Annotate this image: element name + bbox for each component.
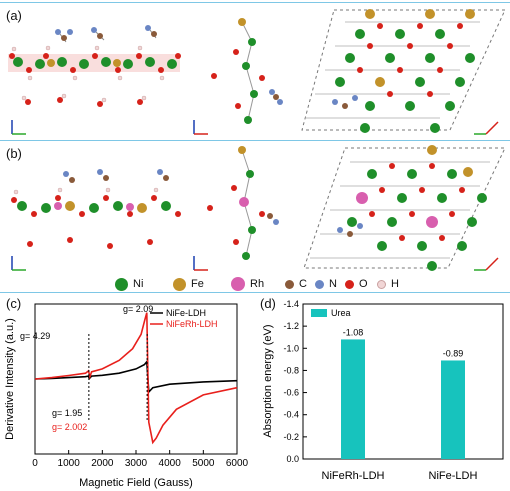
x-tick-label: 0 [32, 458, 38, 469]
axis-glyph-b2 [193, 256, 208, 271]
ldh-slab-b-edge [207, 146, 279, 260]
legend-swatch-urea [311, 309, 327, 317]
category-label: NiFeRh-LDH [322, 470, 385, 482]
category-label: NiFe-LDH [429, 470, 478, 482]
bar-value-label: -0.89 [443, 348, 464, 358]
g-value-annotation: g= 2.09 [123, 304, 153, 314]
y-tick-label: -1.0 [283, 343, 299, 353]
x-tick-label: 6000 [226, 458, 249, 469]
chart-legend: Urea [311, 308, 351, 318]
bar [341, 339, 365, 459]
lower-divider [0, 292, 510, 293]
bar [441, 360, 465, 459]
ldh-top-view-a [301, 9, 506, 133]
axis-glyph-a3 [474, 121, 499, 135]
atom-c-swatch [285, 279, 294, 289]
x-tick-label: 2000 [91, 458, 114, 469]
ldh-slab-a-edge [211, 18, 283, 124]
panel-label-b: (b) [6, 146, 22, 161]
atom-legend: Ni Fe Rh C N O H [105, 275, 505, 293]
structure-b-side-view [11, 145, 506, 271]
x-tick-label: 4000 [159, 458, 182, 469]
bar-value-label: -1.08 [343, 327, 364, 337]
g-value-annotation: g= 1.95 [52, 408, 82, 418]
g-value-annotation: g= 4.29 [20, 331, 50, 341]
y-axis-label: Derivative Intensity (a.u.) [4, 318, 16, 440]
plot-frame [302, 303, 504, 460]
atom-legend-label: Fe [191, 278, 204, 290]
y-tick-label: -1.2 [283, 321, 299, 331]
atom-legend-label: Ni [133, 278, 144, 290]
epr-chart: 0 1000 2000 3000 4000 5000 6000 g= 4.29 g= 2.09… [4, 303, 249, 489]
y-axis-label: Absorption energy (eV) [262, 324, 274, 437]
legend-label-urea: Urea [331, 308, 351, 318]
ldh-slab-a [8, 25, 181, 107]
atom-legend-label: C [299, 278, 307, 290]
atom-n-swatch [315, 279, 324, 289]
axis-glyph-b1 [11, 256, 26, 271]
atom-legend-item: C [285, 275, 307, 293]
atom-legend-item: N [315, 275, 337, 293]
middle-divider [0, 140, 510, 141]
y-tick-label: -1.4 [283, 299, 299, 309]
atom-rh-swatch [231, 277, 245, 291]
chart-legend: NiFe-LDH NiFeRh-LDH [150, 308, 218, 329]
atom-legend-label: N [329, 278, 337, 290]
axis-glyph-b3 [474, 257, 499, 271]
atom-legend-item: O [345, 275, 368, 293]
atom-legend-item: Ni [115, 275, 143, 293]
atom-legend-item: Fe [173, 275, 204, 293]
panel-label-c: (c) [6, 296, 22, 311]
top-divider [0, 2, 510, 3]
x-tick-label: 3000 [125, 458, 148, 469]
y-tick-label: -0.6 [283, 388, 299, 398]
x-axis-label: Magnetic Field (Gauss) [79, 477, 193, 489]
axis-glyph-a2 [193, 120, 208, 135]
structure-a-side-view [8, 9, 506, 135]
atom-h-swatch [377, 279, 386, 289]
y-tick-label: -0.8 [283, 365, 299, 375]
atom-ni-swatch [115, 277, 128, 291]
atom-legend-item: H [377, 275, 399, 293]
atom-fe-swatch [173, 277, 186, 291]
atom-legend-label: Rh [250, 278, 265, 290]
atom-legend-label: H [391, 278, 399, 290]
x-tick-label: 1000 [58, 458, 81, 469]
atom-o-swatch [345, 279, 354, 289]
ldh-top-view-b [303, 145, 506, 271]
absorption-bar-chart: 0.0 -0.2 -0.4 -0.6 -0.8 -1.0 -1.2 -1.4 -1.08 NiF… [262, 299, 504, 482]
axis-glyph-a1 [11, 120, 26, 135]
series-line-nifehr [34, 312, 238, 445]
y-tick-label: -0.2 [283, 432, 299, 442]
legend-label-nifehr: NiFeRh-LDH [166, 319, 218, 329]
atom-legend-label: O [359, 278, 368, 290]
atom-legend-item: Rh [231, 275, 264, 293]
panel-label-a: (a) [6, 8, 22, 23]
series-line-nife [34, 359, 238, 394]
g-value-annotation: g= 2.002 [52, 422, 87, 432]
x-tick-label: 5000 [192, 458, 215, 469]
panel-label-d: (d) [260, 296, 276, 311]
y-tick-label: -0.4 [283, 410, 299, 420]
legend-label-nife: NiFe-LDH [166, 308, 206, 318]
ldh-slab-b [11, 169, 181, 249]
y-tick-label: 0.0 [286, 454, 299, 464]
